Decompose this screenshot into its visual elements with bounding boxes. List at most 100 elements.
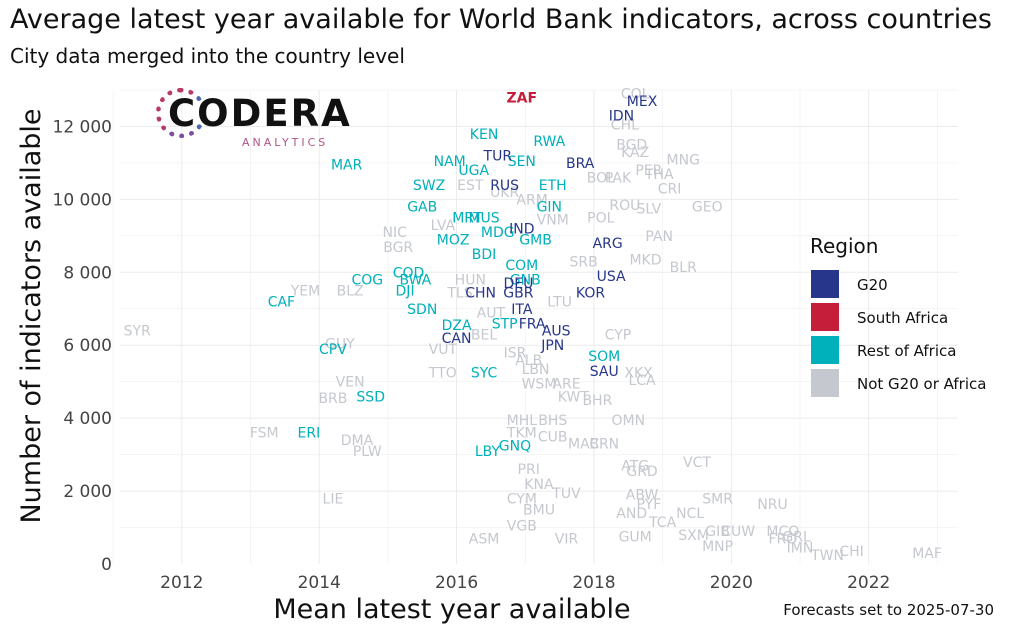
point-chi: CHI — [839, 544, 863, 560]
point-can: CAN — [442, 331, 472, 347]
point-sdn: SDN — [407, 302, 437, 318]
point-yem: YEM — [290, 284, 320, 300]
point-xkx: XKX — [624, 366, 653, 382]
point-grd: GRD — [626, 464, 657, 480]
point-arg: ARG — [593, 236, 623, 252]
point-wsm: WSM — [522, 377, 557, 393]
point-twn: TWN — [810, 548, 844, 564]
point-cri: CRI — [658, 181, 682, 197]
point-dji: DJI — [396, 284, 415, 300]
point-tur: TUR — [483, 149, 513, 165]
point-mdg: MDG — [481, 225, 515, 241]
point-ken: KEN — [470, 127, 499, 143]
x-axis-title: Mean latest year available — [273, 594, 630, 625]
point-pol: POL — [587, 211, 614, 227]
point-aut: AUT — [477, 305, 506, 321]
point-swz: SWZ — [413, 178, 445, 194]
point-mrt: MRT — [452, 211, 482, 227]
point-ltu: LTU — [547, 294, 572, 310]
point-chn: CHN — [465, 285, 496, 301]
point-mco: MCO — [766, 524, 799, 540]
point-ven: VEN — [336, 375, 365, 391]
point-uga: UGA — [458, 163, 489, 179]
point-est: EST — [457, 178, 484, 194]
y-tick-label: 12 000 — [53, 117, 112, 137]
point-bgr: BGR — [383, 240, 413, 256]
x-tick-labels: 2012 2014 2016 2018 2020 2022 — [160, 573, 890, 593]
legend-label: G20 — [857, 276, 888, 294]
point-com: COM — [505, 258, 538, 274]
point-cyp: CYP — [605, 327, 632, 343]
point-mng: MNG — [667, 152, 700, 168]
y-tick-label: 0 — [101, 555, 112, 575]
legend-label: South Africa — [857, 309, 948, 327]
point-vgb: VGB — [507, 519, 537, 535]
chart-title: Average latest year available for World … — [10, 4, 992, 35]
point-kna: KNA — [524, 477, 554, 493]
point-dma: DMA — [341, 433, 374, 449]
point-arm: ARM — [516, 192, 547, 208]
point-lca: LCA — [628, 373, 656, 389]
forecast-caption: Forecasts set to 2025-07-30 — [783, 601, 994, 619]
x-tick-label: 2018 — [572, 573, 615, 593]
point-cod: COD — [393, 265, 425, 281]
point-gnq: GNQ — [499, 439, 531, 455]
point-abw: ABW — [626, 488, 659, 504]
point-gnb: GNB — [510, 273, 541, 289]
point-mnp: MNP — [702, 539, 733, 555]
point-cpv: CPV — [319, 342, 347, 358]
point-bol: BOL — [587, 171, 615, 187]
y-tick-label: 10 000 — [53, 190, 112, 210]
point-fsm: FSM — [250, 426, 279, 442]
point-ncl: NCL — [676, 506, 704, 522]
point-rus: RUS — [490, 178, 519, 194]
point-aus: AUS — [542, 324, 571, 340]
point-dza: DZA — [442, 318, 472, 334]
point-mex: MEX — [627, 94, 658, 110]
x-tick-label: 2012 — [160, 573, 203, 593]
point-bdi: BDI — [472, 247, 497, 263]
point-and: AND — [616, 506, 647, 522]
point-gbr: GBR — [503, 285, 533, 301]
point-eth: ETH — [539, 178, 567, 194]
point-mkd: MKD — [629, 253, 661, 269]
point-sen: SEN — [508, 154, 536, 170]
x-tick-label: 2020 — [710, 573, 753, 593]
point-stp: STP — [492, 316, 518, 332]
point-kor: KOR — [576, 285, 605, 301]
legend-label: Rest of Africa — [857, 342, 956, 360]
point-pak: PAK — [605, 171, 632, 187]
point-kaz: KAZ — [621, 145, 649, 161]
point-nam: NAM — [434, 154, 466, 170]
point-mar: MAR — [331, 158, 363, 174]
point-tca: TCA — [648, 515, 677, 531]
point-vir: VIR — [555, 531, 579, 547]
point-syc: SYC — [471, 366, 498, 382]
point-syr: SYR — [124, 324, 151, 340]
point-grl: GRL — [782, 530, 811, 546]
point-lby: LBY — [475, 444, 501, 460]
y-tick-label: 2 000 — [63, 482, 112, 502]
point-cog: COG — [351, 273, 383, 289]
point-cub: CUB — [538, 429, 568, 445]
point-zaf: ZAF — [507, 90, 538, 106]
logo-ring-icon — [156, 88, 206, 138]
point-per: PER — [635, 163, 662, 179]
point-hun: HUN — [455, 273, 486, 289]
point-gmb: GMB — [519, 232, 552, 248]
legend-swatch — [811, 303, 839, 331]
point-guy: GUY — [325, 336, 355, 352]
point-som: SOM — [588, 349, 620, 365]
point-bgd: BGD — [616, 138, 647, 154]
point-chl: CHL — [611, 118, 639, 134]
point-deu: DEU — [503, 276, 533, 292]
point-tkm: TKM — [506, 426, 537, 442]
point-bhr: BHR — [582, 393, 612, 409]
point-plw: PLW — [353, 444, 382, 460]
x-tick-label: 2016 — [435, 573, 478, 593]
point-gin: GIN — [537, 200, 562, 216]
chart-subtitle: City data merged into the country level — [10, 44, 405, 68]
point-kwt: KWT — [558, 389, 590, 405]
